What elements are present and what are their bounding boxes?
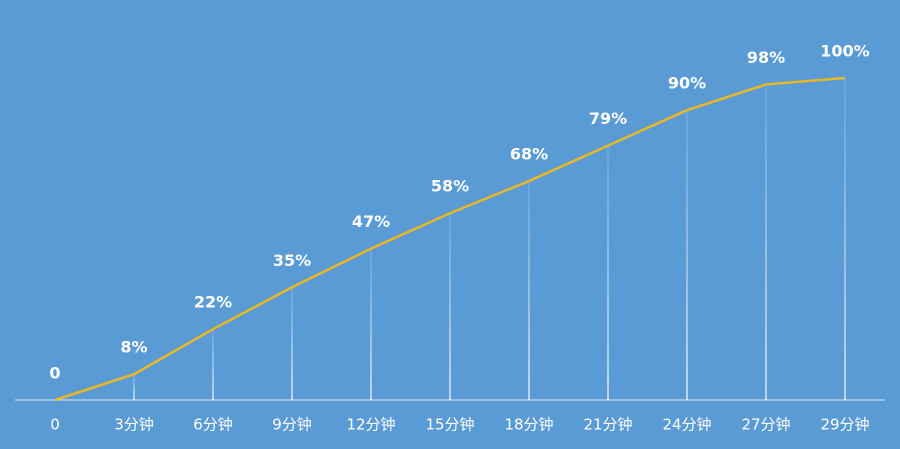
drop-line [528, 181, 530, 400]
drop-line [370, 248, 372, 400]
value-label: 90% [668, 74, 706, 93]
drop-line [212, 329, 214, 400]
value-label: 0 [49, 364, 60, 383]
drop-line [607, 145, 609, 400]
x-tick-label: 27分钟 [741, 416, 790, 434]
value-label: 98% [747, 48, 785, 67]
drop-line [133, 374, 135, 400]
x-tick-label: 12分钟 [346, 416, 395, 434]
value-label: 47% [352, 212, 390, 231]
x-tick-label: 0 [50, 416, 60, 434]
x-tick-label: 3分钟 [114, 416, 154, 434]
x-tick-label: 18分钟 [504, 416, 553, 434]
value-label: 100% [820, 42, 869, 61]
x-tick-label: 21分钟 [583, 416, 632, 434]
drop-line [686, 110, 688, 400]
value-label: 22% [194, 293, 232, 312]
value-label: 68% [510, 145, 548, 164]
value-label: 8% [120, 338, 147, 357]
drop-line [291, 287, 293, 400]
drop-line [449, 213, 451, 400]
x-tick-label: 6分钟 [193, 416, 233, 434]
value-label: 79% [589, 109, 627, 128]
x-tick-label: 29分钟 [820, 416, 869, 434]
data-line [54, 76, 846, 402]
drop-line [765, 84, 767, 400]
x-tick-label: 24分钟 [662, 416, 711, 434]
drop-line [844, 78, 846, 400]
value-label: 58% [431, 177, 469, 196]
x-tick-label: 15分钟 [425, 416, 474, 434]
value-label: 35% [273, 251, 311, 270]
x-tick-label: 9分钟 [272, 416, 312, 434]
